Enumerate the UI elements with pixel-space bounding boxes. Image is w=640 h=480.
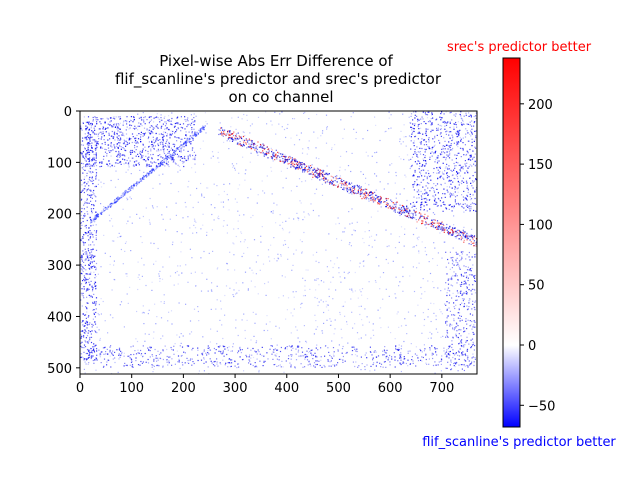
x-tick-label: 400 [274, 381, 299, 396]
x-tick-label: 0 [76, 381, 84, 396]
x-tick-label: 100 [119, 381, 144, 396]
x-tick-label: 600 [378, 381, 403, 396]
x-tick-label: 700 [429, 381, 454, 396]
colorbar-tick-label: 200 [528, 98, 553, 113]
y-tick-label: 500 [47, 362, 72, 377]
y-axis: 0 100 200 300 400 500 [47, 105, 80, 377]
colorbar-label-top: srec's predictor better [447, 40, 592, 55]
colorbar-tick-label: 150 [528, 158, 553, 173]
colorbar-tick-label: −50 [528, 399, 555, 414]
colorbar-label-bottom: flif_scanline's predictor better [422, 435, 616, 450]
plot-frame [79, 110, 478, 375]
y-tick-label: 0 [64, 105, 72, 120]
x-tick-label: 500 [326, 381, 351, 396]
colorbar-tick-label: 0 [528, 339, 536, 354]
colorbar-tick-label: 100 [528, 218, 553, 233]
x-tick-label: 300 [223, 381, 248, 396]
heatmap-image [80, 111, 477, 374]
chart-title-line-1: Pixel-wise Abs Err Difference of [159, 52, 393, 70]
y-tick-label: 300 [47, 259, 72, 274]
y-tick-label: 200 [47, 208, 72, 223]
x-tick-label: 200 [171, 381, 196, 396]
chart-title-line-2: flif_scanline's predictor and srec's pre… [115, 70, 442, 89]
colorbar-axis: 200 150 100 50 0 −50 [520, 98, 555, 414]
x-axis: 0 100 200 300 400 500 600 700 [76, 374, 454, 396]
colorbar [502, 57, 521, 428]
y-tick-label: 400 [47, 310, 72, 325]
colorbar-tick-label: 50 [528, 279, 545, 294]
y-tick-label: 100 [47, 156, 72, 171]
chart-title-line-3: on co channel [229, 88, 334, 106]
